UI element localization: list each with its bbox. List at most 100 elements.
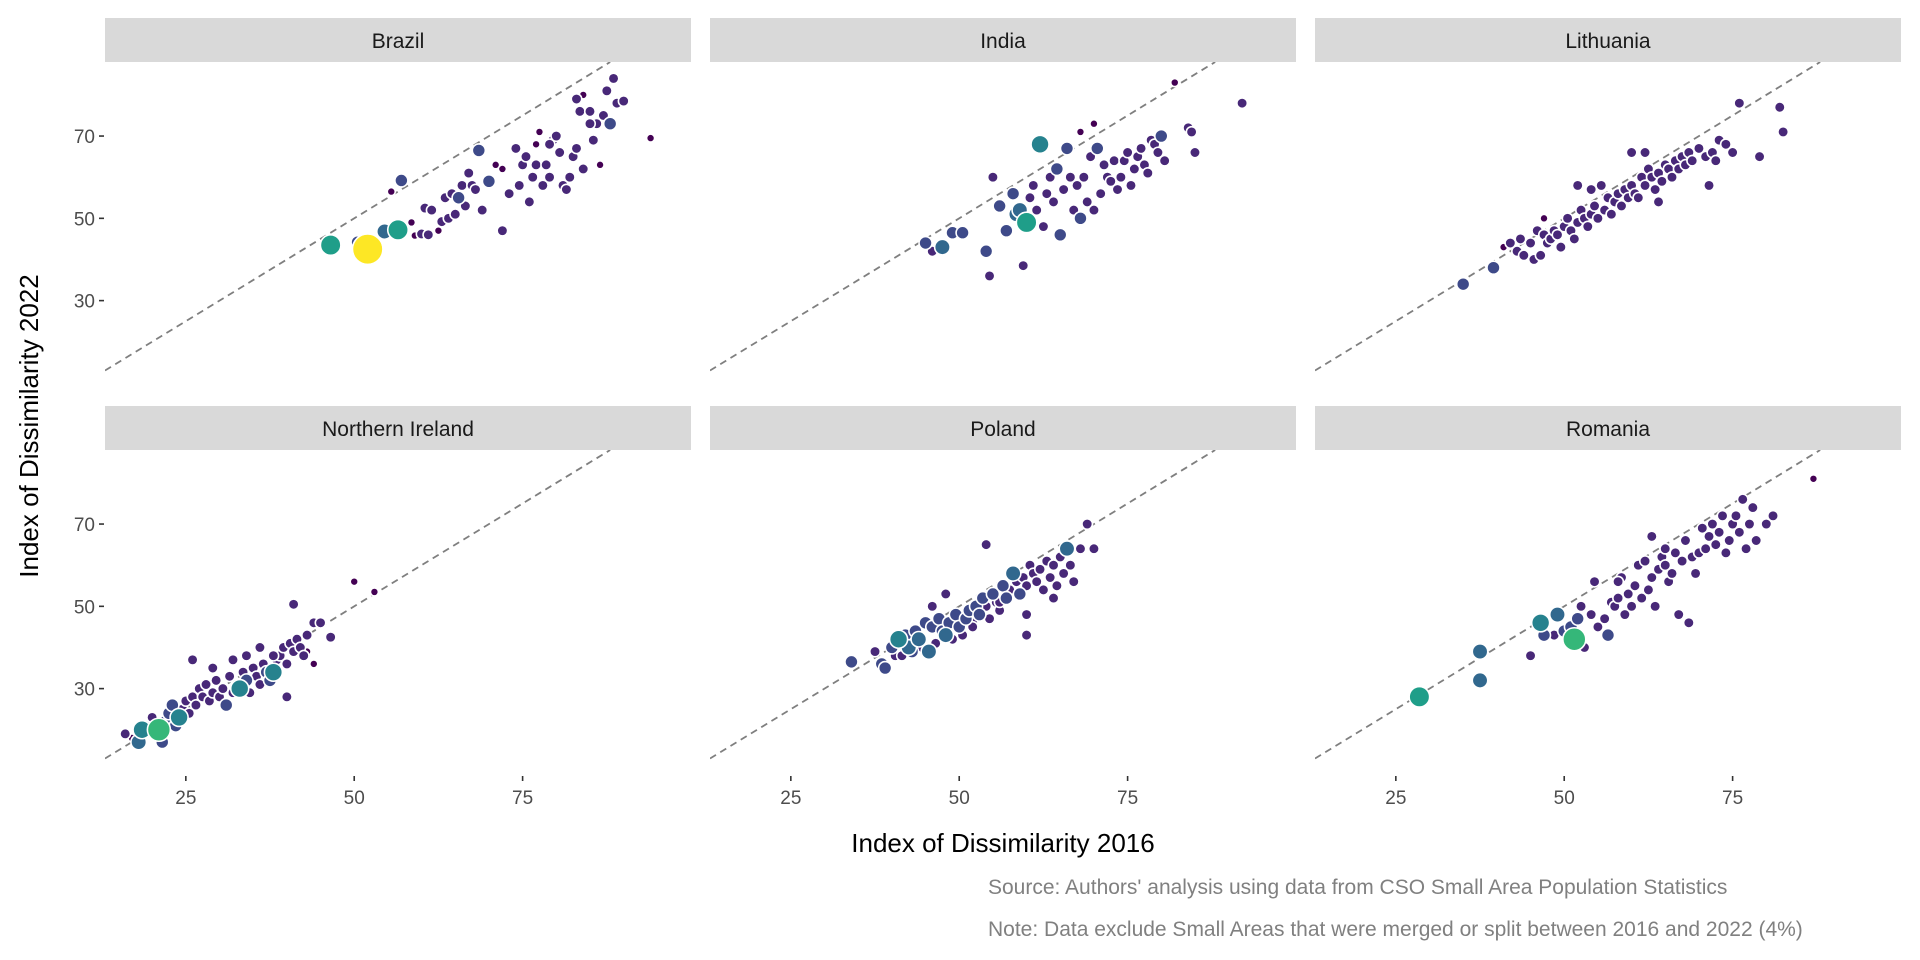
x-tick-label: 25 [1385, 788, 1406, 809]
data-point [1638, 146, 1652, 159]
data-point [560, 183, 573, 196]
data-point [471, 143, 487, 158]
data-point [476, 204, 489, 217]
plot-area-poland [710, 450, 1216, 760]
data-point [1665, 171, 1679, 184]
data-point [986, 171, 999, 184]
data-point [1047, 559, 1060, 572]
data-point [324, 631, 337, 644]
strip-label-poland: Poland [970, 418, 1035, 441]
data-point [1719, 138, 1732, 151]
data-point [1074, 542, 1087, 555]
reference-line [105, 62, 611, 372]
data-point [607, 72, 620, 85]
data-point [1672, 608, 1685, 621]
data-point [1534, 249, 1547, 262]
data-point [1040, 187, 1053, 200]
data-point [1645, 571, 1658, 584]
data-point [1455, 276, 1471, 292]
plot-area-lithuania [1315, 62, 1821, 372]
data-point [543, 171, 556, 184]
data-point [263, 662, 284, 682]
data-point [1591, 620, 1604, 633]
plot-area-northern-ireland [105, 450, 611, 760]
data-point [1600, 627, 1616, 643]
data-point [1719, 546, 1732, 559]
data-point [287, 598, 300, 611]
data-point [550, 130, 563, 143]
data-point [939, 587, 952, 601]
data-point [226, 653, 240, 666]
data-point [1075, 127, 1086, 137]
data-point [186, 653, 199, 666]
data-point [218, 697, 234, 713]
data-point [1716, 509, 1729, 522]
data-point [369, 587, 380, 597]
data-point [1057, 183, 1070, 196]
x-tick-label: 50 [1554, 788, 1575, 809]
data-point [1077, 171, 1090, 184]
data-point [1622, 587, 1635, 601]
data-point [497, 164, 508, 174]
x-axis-title: Index of Dissimilarity 2016 [851, 828, 1154, 858]
data-point [1585, 608, 1598, 621]
data-point [146, 717, 172, 743]
data-point [1073, 211, 1088, 226]
data-point [1736, 493, 1749, 506]
data-point [1089, 118, 1099, 129]
data-point [1595, 179, 1608, 192]
data-point [503, 187, 516, 200]
data-point [1692, 142, 1705, 155]
data-point [1236, 97, 1249, 110]
x-tick-label: 25 [175, 788, 196, 809]
data-point [563, 171, 576, 184]
strip-lithuania [1315, 18, 1901, 62]
data-point [1015, 211, 1038, 234]
data-point [1612, 575, 1625, 588]
x-tick-label: 75 [1722, 788, 1743, 809]
caption-source: Source: Authors' analysis using data fro… [988, 876, 1727, 899]
data-point [1625, 600, 1638, 613]
data-point [1151, 146, 1164, 159]
data-point [1020, 629, 1033, 642]
data-point [877, 660, 893, 676]
data-point [553, 146, 566, 159]
data-point [253, 641, 266, 654]
data-point [199, 678, 213, 691]
data-point [983, 269, 996, 282]
data-point [1676, 555, 1689, 568]
data-point [1030, 134, 1050, 155]
data-point [1037, 583, 1050, 596]
data-point [229, 678, 250, 699]
data-point [1169, 77, 1180, 88]
data-point [955, 225, 970, 241]
data-point [351, 233, 384, 266]
data-point [1723, 534, 1736, 547]
data-point [1591, 212, 1604, 225]
data-point [1575, 600, 1588, 613]
data-point [992, 198, 1007, 214]
data-point [297, 649, 310, 662]
data-point [1030, 204, 1043, 217]
data-point [523, 195, 536, 208]
data-point [1562, 626, 1587, 652]
data-point [1659, 542, 1672, 555]
data-point [496, 224, 509, 237]
data-point [617, 95, 630, 108]
data-point [1605, 208, 1618, 221]
data-point [570, 92, 583, 106]
data-point [1087, 542, 1100, 555]
data-point [1713, 526, 1726, 539]
data-point [1726, 146, 1739, 159]
data-point [1023, 191, 1036, 204]
data-point [309, 659, 319, 669]
strip-brazil [105, 18, 691, 62]
data-point [1058, 540, 1076, 558]
data-point [1044, 571, 1057, 584]
data-point [844, 654, 859, 670]
data-point [1064, 559, 1077, 572]
data-point [119, 727, 132, 740]
data-point [1777, 125, 1790, 138]
panel-poland: Poland 25 50 75 [710, 406, 1296, 809]
data-point [531, 139, 541, 150]
